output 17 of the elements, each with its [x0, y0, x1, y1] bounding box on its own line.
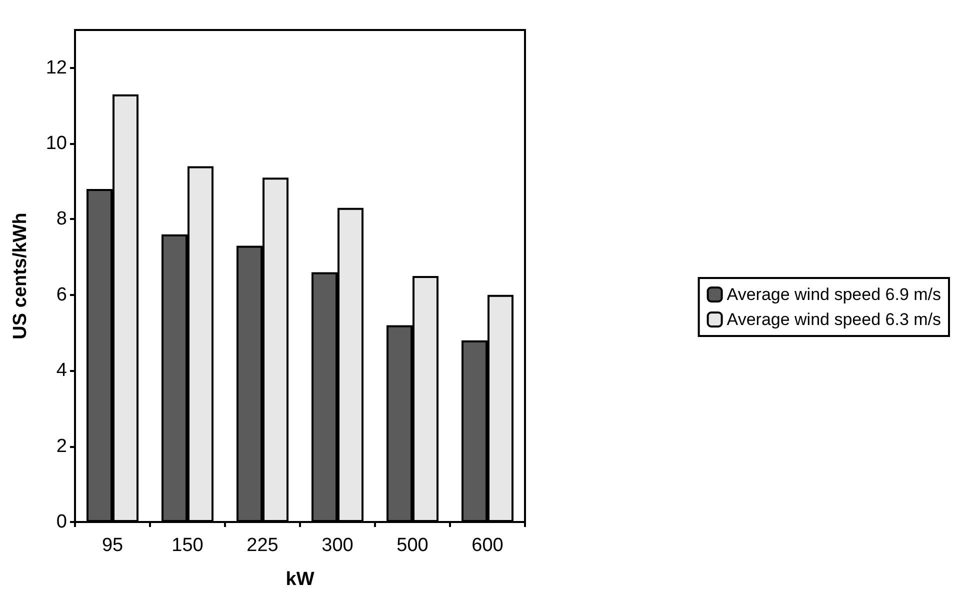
y-tick-label: 0 — [56, 512, 67, 532]
y-tick-label: 4 — [56, 360, 68, 382]
x-tick-label: 500 — [396, 535, 428, 556]
x-tick-label: 300 — [322, 535, 354, 556]
y-tick-label: 10 — [46, 133, 67, 154]
y-tick-label: 12 — [46, 57, 67, 78]
x-tick-label: 600 — [472, 535, 504, 556]
x-tick-label: 95 — [102, 535, 124, 556]
legend-label: Average wind speed 6.3 m/s — [726, 310, 941, 329]
x-axis-title: kW — [286, 569, 314, 590]
x-tick-label: 225 — [246, 535, 278, 556]
legend-label: Average wind speed 6.9 m/s — [726, 285, 941, 304]
y-axis-title: US cents/kWh — [10, 212, 31, 340]
y-tick-label: 2 — [56, 436, 67, 457]
y-tick-label: 8 — [56, 208, 67, 230]
x-tick-label: 150 — [172, 535, 204, 556]
y-tick-label: 6 — [56, 284, 67, 306]
